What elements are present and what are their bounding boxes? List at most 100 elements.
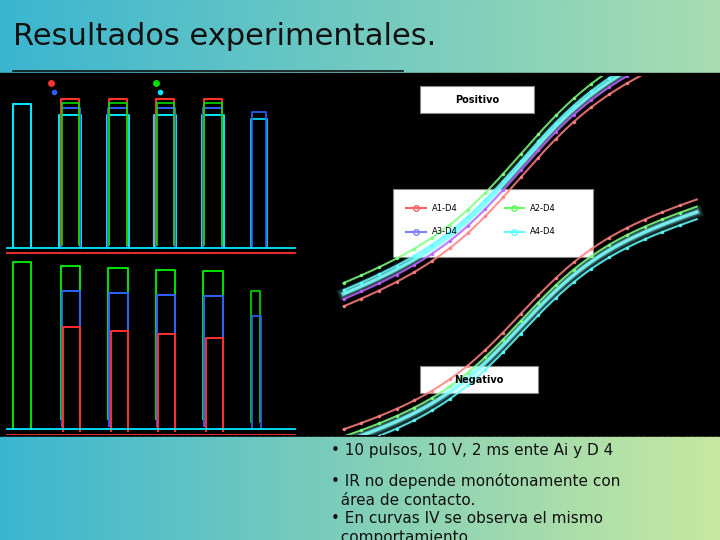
Bar [173,437,179,540]
Bar [528,0,534,73]
Bar [456,437,462,540]
Bar [135,437,140,540]
Bar [446,437,452,540]
Bar [235,437,240,540]
Bar [389,0,395,73]
Bar [629,437,634,540]
Bar [67,437,73,540]
Bar [427,437,433,540]
Bar [691,437,697,540]
Bar [24,0,30,73]
Bar [14,437,20,540]
Bar [423,437,428,540]
Text: Positivo: Positivo [455,95,499,105]
Bar [701,0,706,73]
Bar [437,0,442,73]
Bar [225,0,231,73]
Bar [706,437,711,540]
Bar [0,437,6,540]
Bar [58,437,63,540]
Bar [182,437,188,540]
Bar [264,0,269,73]
Bar [173,0,179,73]
Bar [619,437,625,540]
Bar [576,0,582,73]
Bar [43,437,49,540]
Bar [34,0,39,73]
Bar [38,0,44,73]
Bar [336,0,341,73]
Bar [259,0,265,73]
Bar [235,0,240,73]
Text: • IR no depende monótonamente con
  área de contacto.: • IR no depende monótonamente con área d… [331,473,621,508]
Bar [202,0,207,73]
Bar [624,0,629,73]
Bar [653,437,658,540]
Bar [288,0,294,73]
Bar [470,437,476,540]
Bar [495,437,500,540]
Bar [466,437,471,540]
Bar [605,0,611,73]
Bar [552,0,557,73]
Bar [106,437,111,540]
Bar [475,437,481,540]
Bar [533,437,539,540]
Bar [600,437,606,540]
FancyBboxPatch shape [420,367,538,394]
Bar [322,0,327,73]
Bar [629,0,634,73]
Bar [677,0,683,73]
Bar [456,0,462,73]
Bar [346,437,351,540]
Bar [715,0,720,73]
Bar [283,437,289,540]
Bar [384,0,390,73]
Bar [149,437,154,540]
Bar [657,0,663,73]
Text: Resultados experimentales.: Resultados experimentales. [13,22,436,51]
Bar [653,0,658,73]
Bar [490,437,495,540]
Bar [216,437,222,540]
Bar [331,437,337,540]
Bar [355,437,361,540]
Bar [341,437,346,540]
Bar [485,0,490,73]
Bar [245,0,251,73]
Bar [562,0,567,73]
Bar [125,0,130,73]
Bar [207,0,212,73]
Bar [562,437,567,540]
Bar [144,0,150,73]
Bar [614,0,620,73]
Bar [571,0,577,73]
Bar [365,437,370,540]
Bar [667,437,672,540]
Bar [274,0,279,73]
Bar [576,437,582,540]
Bar [509,0,514,73]
Bar [624,437,629,540]
Bar [307,0,312,73]
Bar [682,0,687,73]
Bar [427,0,433,73]
Bar [513,437,519,540]
Bar [182,0,188,73]
Bar [600,0,606,73]
Bar [398,0,404,73]
Bar [331,0,337,73]
Bar [81,0,87,73]
Text: A1-D4: A1-D4 [432,204,458,213]
Bar [509,437,514,540]
Bar [461,437,467,540]
Bar [662,437,668,540]
Bar [408,437,413,540]
Text: A2-D4: A2-D4 [530,204,556,213]
Bar [29,437,35,540]
Bar [153,0,159,73]
Bar [523,437,528,540]
Bar [72,437,78,540]
Bar [312,437,318,540]
Bar [153,437,159,540]
